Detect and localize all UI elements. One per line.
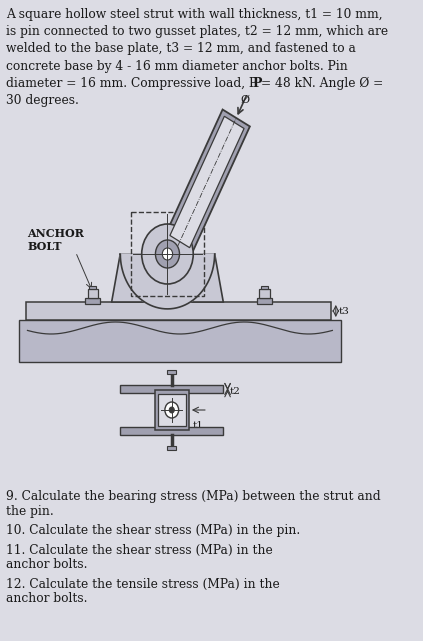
Text: 9. Calculate the bearing stress (MPa) between the strut and: 9. Calculate the bearing stress (MPa) be… [6,490,381,503]
Text: 10. Calculate the shear stress (MPa) in the pin.: 10. Calculate the shear stress (MPa) in … [6,524,300,537]
Bar [257,298,272,304]
Polygon shape [164,110,250,254]
Text: t2: t2 [229,387,240,396]
Bar [261,286,268,289]
Bar [26,302,331,320]
Bar [168,370,176,374]
Bar [120,385,223,393]
Bar [89,286,96,289]
Circle shape [142,224,193,284]
Text: BOLT: BOLT [27,241,62,252]
Text: Ø: Ø [241,96,250,105]
Circle shape [162,248,173,260]
Text: anchor bolts.: anchor bolts. [6,592,88,605]
Text: ANCHOR: ANCHOR [27,228,84,239]
Circle shape [165,402,179,418]
Text: t3: t3 [338,306,349,315]
Text: 11. Calculate the shear stress (MPa) in the: 11. Calculate the shear stress (MPa) in … [6,544,273,556]
Polygon shape [112,254,223,302]
Bar [120,427,223,435]
Text: t1: t1 [192,421,203,430]
Bar [168,446,176,450]
Polygon shape [170,116,244,247]
Text: A square hollow steel strut with wall thickness, t1 = 10 mm,
is pin connected to: A square hollow steel strut with wall th… [6,8,388,107]
Text: the pin.: the pin. [6,504,54,517]
Circle shape [169,407,174,413]
Polygon shape [120,254,215,309]
Bar [85,298,101,304]
Bar [259,289,270,298]
Bar [158,394,186,426]
Text: P: P [253,78,262,90]
Bar [132,212,203,296]
Bar [88,289,98,298]
Bar [19,320,341,362]
Text: 12. Calculate the tensile stress (MPa) in the: 12. Calculate the tensile stress (MPa) i… [6,578,280,590]
Bar [154,390,189,430]
Circle shape [155,240,179,268]
Text: anchor bolts.: anchor bolts. [6,558,88,571]
